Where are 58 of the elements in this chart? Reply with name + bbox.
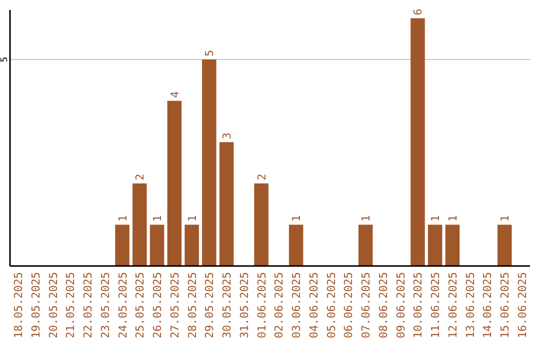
bar [132,183,147,266]
x-tick-label: 10.06.2025 [412,272,425,338]
data-label: 2 [255,174,268,180]
data-label: 4 [168,90,182,98]
x-tick-label: 07.06.2025 [360,272,373,338]
x-tick-label: 08.06.2025 [376,272,390,338]
data-label: 2 [134,174,147,180]
bar [410,18,425,266]
bar [150,224,164,266]
data-label: 1 [116,215,130,222]
x-tick-label: 14.06.2025 [481,272,494,338]
x-tick-label: 31.05.2025 [238,272,251,338]
bar [254,183,268,266]
data-label: 1 [290,215,304,222]
data-label: 1 [151,215,164,222]
x-tick-label: 13.06.2025 [464,272,477,338]
x-tick-label: 04.06.2025 [307,272,320,338]
bar [358,224,373,266]
bar [445,224,460,266]
data-label: 1 [360,215,373,222]
x-tick-label: 30.05.2025 [220,272,234,338]
x-tick-label: 06.06.2025 [342,272,356,338]
x-tick-label: 29.05.2025 [203,272,216,338]
data-label: 1 [186,215,199,222]
x-tick-label: 02.06.2025 [272,272,286,338]
x-tick-label: 19.05.2025 [29,272,42,338]
x-tick-label: 16.06.2025 [516,272,530,338]
x-tick-label: 05.06.2025 [324,272,338,338]
x-tick-label: 03.06.2025 [290,272,304,338]
x-tick-label: 20.05.2025 [46,272,60,338]
bar [428,224,442,266]
data-label: 1 [498,215,512,222]
x-tick-label: 12.06.2025 [446,272,460,338]
bar [184,224,199,266]
bar [115,224,130,266]
bar [219,142,234,266]
x-tick-label: 22.05.2025 [82,272,95,338]
bar [202,60,216,266]
bar [288,224,304,266]
x-tick-label: 15.06.2025 [498,272,512,338]
x-tick-label: 23.05.2025 [98,272,112,338]
x-tick-label: 21.05.2025 [64,272,78,338]
x-tick-label: 27.05.2025 [168,272,182,338]
x-tick-label: 26.05.2025 [151,272,164,338]
x-tick-label: 28.05.2025 [186,272,199,338]
data-label: 5 [203,50,216,57]
x-tick-label: 25.05.2025 [134,272,147,338]
data-label: 3 [220,132,234,140]
x-tick-label: 01.06.2025 [255,272,268,338]
data-label: 1 [429,215,442,222]
data-label: 1 [446,215,460,222]
bar [167,100,182,266]
x-tick-label: 24.05.2025 [116,272,130,338]
x-tick-label: 09.06.2025 [394,272,408,338]
data-label: 6 [412,8,425,16]
x-tick-label: 11.06.2025 [429,272,442,338]
x-tick-label: 18.05.2025 [12,272,25,338]
bar [498,224,512,266]
